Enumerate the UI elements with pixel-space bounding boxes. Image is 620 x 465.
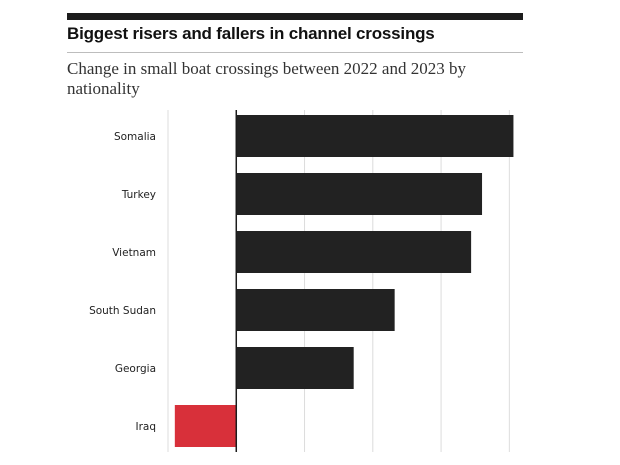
chart-subtitle: Change in small boat crossings between 2… [67, 59, 466, 98]
top-rule [67, 13, 523, 20]
bar-turkey [236, 173, 483, 215]
category-label: Iraq [135, 421, 156, 433]
bar-iraq [174, 405, 237, 447]
category-label: Georgia [115, 363, 156, 375]
category-label: Vietnam [112, 247, 156, 259]
bar-somalia [236, 115, 514, 157]
category-labels: Somalia Turkey Vietnam South Sudan Georgia Ir… [89, 131, 156, 433]
bar-georgia [236, 347, 354, 389]
bar-south-sudan [236, 289, 395, 331]
bars [174, 115, 514, 447]
category-label: South Sudan [89, 305, 156, 317]
chart-title: Biggest risers and fallers in channel cr… [67, 24, 435, 43]
bar-vietnam [236, 231, 472, 273]
category-label: Turkey [121, 189, 156, 201]
category-label: Somalia [114, 131, 156, 143]
title-divider [67, 52, 523, 53]
gridlines [167, 110, 510, 452]
